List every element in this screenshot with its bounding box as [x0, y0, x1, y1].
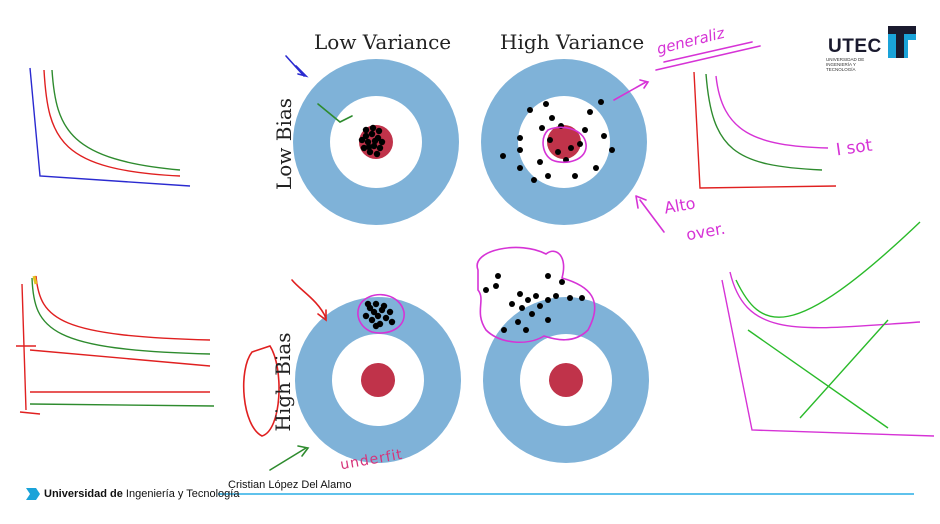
- target-low-bias-high-variance: [481, 59, 647, 225]
- left-top-sketch: [29, 67, 191, 187]
- footer-university-bold: Universidad de: [44, 488, 123, 500]
- footer-bar: [26, 488, 914, 500]
- row-label-low-bias: Low Bias: [272, 97, 296, 191]
- utec-logo-text: UTEC: [828, 36, 882, 57]
- annotation-arrows: [242, 55, 353, 471]
- left-bottom-sketch: [16, 275, 215, 415]
- dots-low-bias-low-variance: [358, 124, 386, 158]
- utec-logo-mark: [888, 26, 916, 58]
- right-top-sketch: [693, 71, 837, 189]
- dots-high-bias-high-variance: [483, 273, 585, 333]
- right-bottom-sketch: [721, 221, 935, 437]
- target-high-bias-high-variance: [483, 297, 649, 463]
- dots-high-bias-low-variance: [362, 300, 396, 330]
- column-label-high-variance: High Variance: [500, 30, 645, 54]
- footer-author: Cristian López Del Alamo: [228, 479, 352, 491]
- column-label-low-variance: Low Variance: [314, 30, 452, 54]
- utec-logo-subtitle: UNIVERSIDAD DE INGENIERÍA Y TECNOLOGÍA: [826, 57, 865, 72]
- row-label-high-bias: High Bias: [271, 332, 295, 432]
- annotation-marks-magenta: [357, 41, 761, 344]
- target-high-bias-low-variance: [295, 297, 461, 463]
- footer-university-rest: Ingeniería y Tecnología: [125, 488, 240, 500]
- footer-university-name: Universidad de Ingeniería y Tecnología: [44, 488, 239, 500]
- dots-low-bias-high-variance: [500, 99, 615, 183]
